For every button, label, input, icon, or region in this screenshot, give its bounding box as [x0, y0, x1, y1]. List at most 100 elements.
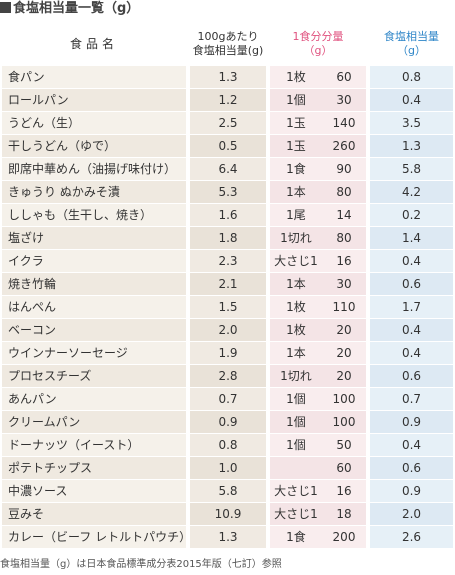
- salt-per-100g-cell: 2.5: [190, 112, 270, 135]
- food-name-cell: うどん（生）: [2, 112, 190, 135]
- portion-grams-cell: 100: [322, 411, 370, 434]
- salt-per-portion-cell: 0.4: [370, 250, 453, 273]
- salt-per-100g-cell: 2.1: [190, 273, 270, 296]
- portion-unit-cell: 1切れ: [270, 365, 322, 388]
- salt-per-portion-cell: 0.6: [370, 273, 453, 296]
- salt-content-table: 食品名 100gあたり 食塩相当量(g) 1食分分量 （g） 食塩相当量 （g）…: [2, 21, 453, 549]
- salt-per-100g-cell: 1.9: [190, 342, 270, 365]
- table-row: 食パン 1.3 1枚 60 0.8: [2, 66, 453, 89]
- header-per-100g-line2: 食塩相当量(g): [192, 43, 264, 57]
- salt-per-portion-cell: 2.6: [370, 526, 453, 549]
- portion-unit-cell: 1玉: [270, 112, 322, 135]
- table-row: うどん（生） 2.5 1玉 140 3.5: [2, 112, 453, 135]
- food-name-cell: 豆みそ: [2, 503, 190, 526]
- food-name-cell: ベーコン: [2, 319, 190, 342]
- table-row: イクラ 2.3 大さじ1 16 0.4: [2, 250, 453, 273]
- salt-per-portion-cell: 0.4: [370, 434, 453, 457]
- portion-grams-cell: 110: [322, 296, 370, 319]
- portion-grams-cell: 16: [322, 480, 370, 503]
- header-row: 食品名 100gあたり 食塩相当量(g) 1食分分量 （g） 食塩相当量 （g）: [2, 21, 453, 66]
- table-row: クリームパン 0.9 1個 100 0.9: [2, 411, 453, 434]
- header-salt: 食塩相当量 （g）: [370, 21, 453, 66]
- portion-grams-cell: 14: [322, 204, 370, 227]
- portion-unit-cell: 1玉: [270, 135, 322, 158]
- header-salt-line2: （g）: [397, 43, 426, 57]
- portion-grams-cell: 60: [322, 66, 370, 89]
- table-row: きゅうり ぬかみそ漬 5.3 1本 80 4.2: [2, 181, 453, 204]
- table-title: 食塩相当量一覧（g）: [0, 0, 455, 18]
- food-name-cell: カレー（ビーフ レトルトパウチ）: [2, 526, 190, 549]
- salt-per-portion-cell: 0.4: [370, 319, 453, 342]
- salt-per-portion-cell: 0.9: [370, 411, 453, 434]
- table-row: 塩ざけ 1.8 1切れ 80 1.4: [2, 227, 453, 250]
- portion-unit-cell: 1本: [270, 181, 322, 204]
- food-name-cell: はんぺん: [2, 296, 190, 319]
- portion-unit-cell: 1本: [270, 342, 322, 365]
- salt-per-100g-cell: 5.8: [190, 480, 270, 503]
- table-row: ベーコン 2.0 1枚 20 0.4: [2, 319, 453, 342]
- salt-per-portion-cell: 0.6: [370, 457, 453, 480]
- portion-unit-cell: 1食: [270, 526, 322, 549]
- salt-per-portion-cell: 0.9: [370, 480, 453, 503]
- header-food-name: 食品名: [2, 21, 190, 66]
- salt-per-portion-cell: 1.3: [370, 135, 453, 158]
- salt-per-100g-cell: 0.5: [190, 135, 270, 158]
- portion-unit-cell: 1個: [270, 411, 322, 434]
- table-title-text: 食塩相当量一覧（g）: [13, 1, 140, 16]
- food-name-cell: ししゃも（生干し、焼き）: [2, 204, 190, 227]
- salt-per-100g-cell: 2.8: [190, 365, 270, 388]
- portion-grams-cell: 140: [322, 112, 370, 135]
- food-name-cell: 食パン: [2, 66, 190, 89]
- food-name-cell: 中濃ソース: [2, 480, 190, 503]
- header-portion-line2: （g）: [303, 43, 333, 57]
- salt-per-portion-cell: 0.7: [370, 388, 453, 411]
- portion-unit-cell: 1個: [270, 434, 322, 457]
- portion-grams-cell: 90: [322, 158, 370, 181]
- salt-per-100g-cell: 1.2: [190, 89, 270, 112]
- portion-unit-cell: 1個: [270, 388, 322, 411]
- portion-grams-cell: 16: [322, 250, 370, 273]
- table-row: ウインナーソーセージ 1.9 1本 20 0.4: [2, 342, 453, 365]
- table-row: 焼き竹輪 2.1 1本 30 0.6: [2, 273, 453, 296]
- food-name-cell: イクラ: [2, 250, 190, 273]
- table-row: 豆みそ 10.9 大さじ1 18 2.0: [2, 503, 453, 526]
- salt-per-100g-cell: 1.6: [190, 204, 270, 227]
- salt-per-100g-cell: 1.3: [190, 66, 270, 89]
- salt-per-portion-cell: 3.5: [370, 112, 453, 135]
- food-name-cell: ウインナーソーセージ: [2, 342, 190, 365]
- salt-per-100g-cell: 6.4: [190, 158, 270, 181]
- table-row: カレー（ビーフ レトルトパウチ） 1.3 1食 200 2.6: [2, 526, 453, 549]
- salt-per-100g-cell: 0.8: [190, 434, 270, 457]
- table-row: あんパン 0.7 1個 100 0.7: [2, 388, 453, 411]
- table-row: はんぺん 1.5 1枚 110 1.7: [2, 296, 453, 319]
- salt-per-portion-cell: 2.0: [370, 503, 453, 526]
- portion-grams-cell: 30: [322, 273, 370, 296]
- header-portion: 1食分分量 （g）: [270, 21, 370, 66]
- portion-unit-cell: 大さじ1: [270, 250, 322, 273]
- table-row: ポテトチップス 1.0 60 0.6: [2, 457, 453, 480]
- table-row: 干しうどん（ゆで） 0.5 1玉 260 1.3: [2, 135, 453, 158]
- salt-per-100g-cell: 2.3: [190, 250, 270, 273]
- salt-per-portion-cell: 5.8: [370, 158, 453, 181]
- salt-per-portion-cell: 1.4: [370, 227, 453, 250]
- portion-unit-cell: 大さじ1: [270, 503, 322, 526]
- portion-grams-cell: 260: [322, 135, 370, 158]
- salt-per-portion-cell: 0.4: [370, 89, 453, 112]
- header-salt-line1: 食塩相当量: [384, 29, 439, 43]
- portion-unit-cell: 大さじ1: [270, 480, 322, 503]
- salt-per-100g-cell: 1.3: [190, 526, 270, 549]
- food-name-cell: 即席中華めん（油揚げ味付け）: [2, 158, 190, 181]
- portion-unit-cell: 1切れ: [270, 227, 322, 250]
- table-row: 即席中華めん（油揚げ味付け） 6.4 1食 90 5.8: [2, 158, 453, 181]
- portion-unit-cell: 1本: [270, 273, 322, 296]
- food-name-cell: あんパン: [2, 388, 190, 411]
- food-name-cell: ドーナッツ（イースト）: [2, 434, 190, 457]
- portion-grams-cell: 100: [322, 388, 370, 411]
- portion-unit-cell: 1枚: [270, 66, 322, 89]
- header-per-100g: 100gあたり 食塩相当量(g): [190, 21, 270, 66]
- salt-per-portion-cell: 4.2: [370, 181, 453, 204]
- table-row: ししゃも（生干し、焼き） 1.6 1尾 14 0.2: [2, 204, 453, 227]
- footnote: 食塩相当量（g）は日本食品標準成分表2015年版（七訂）参照: [0, 559, 282, 570]
- portion-grams-cell: 50: [322, 434, 370, 457]
- portion-unit-cell: 1個: [270, 89, 322, 112]
